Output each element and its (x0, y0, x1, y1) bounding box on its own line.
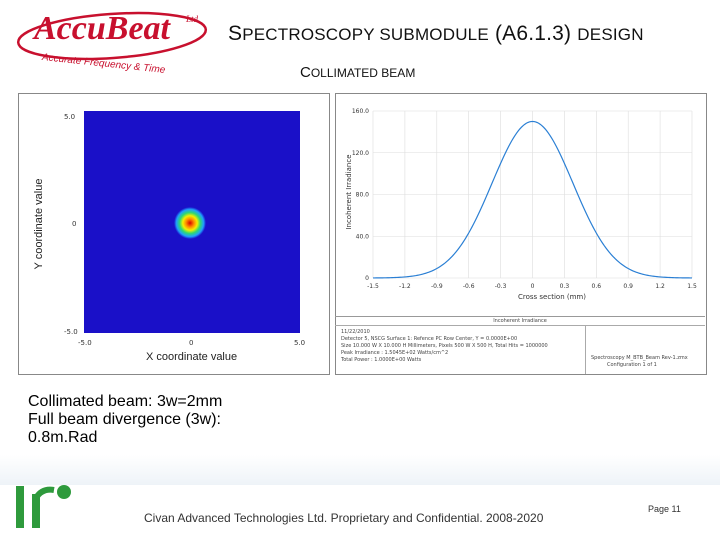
irradiance-chart: -1.5 -1.2 -0.9 -0.6 -0.3 0 0.3 0.6 0.9 1.2 1.5 0 40.… (352, 108, 697, 290)
x-tick-label: 0 (531, 283, 535, 290)
title-main: PECTROSCOPY SUBMODULE (242, 25, 489, 44)
title-code: (A6.1.3) (494, 22, 572, 45)
info-right-2: Configuration 1 of 1 (607, 362, 657, 368)
subtitle-rest: OLLIMATED BEAM (310, 66, 416, 80)
x-tick-label: -1.2 (399, 283, 411, 290)
info-line-3: Size 10.000 W X 10.000 H Millimeters, Pi… (341, 343, 548, 349)
heatmap-ylabel: Y coordinate value (33, 178, 45, 270)
logo-swoosh (16, 11, 208, 61)
caption-line-2: Full beam divergence (3w): (28, 411, 221, 428)
y-tick-label: 160.0 (352, 108, 369, 115)
x-tick-label: -0.6 (463, 283, 475, 290)
irradiance-curve (372, 120, 693, 279)
slide-subtitle: COLLIMATED BEAM (300, 64, 415, 81)
info-line-2: Detector 5, NSCG Surface 1: Refence PC R… (341, 336, 518, 342)
title-suffix: DESIGN (577, 25, 644, 44)
heatmap-xlabel: X coordinate value (146, 351, 238, 363)
subtitle-first: C (300, 64, 311, 81)
chart-grid (372, 110, 693, 279)
logo-word: AccuBeat (34, 10, 170, 47)
beam-spot (174, 207, 206, 239)
chart-panel (335, 93, 707, 375)
y-tick-label: 120.0 (352, 150, 369, 157)
x-tick-right: 5.0 (294, 339, 306, 347)
chart-xlabel: Cross section (mm) (518, 293, 586, 301)
y-tick-top: 5.0 (64, 113, 76, 121)
footer-text: Civan Advanced Technologies Ltd. Proprie… (144, 511, 544, 525)
x-tick-mid: 0 (189, 339, 194, 347)
info-line-1: 11/22/2010 (341, 329, 370, 335)
x-tick-label: -1.5 (367, 283, 379, 290)
x-tick-label: 0.9 (623, 283, 633, 290)
x-tick-label: -0.9 (431, 283, 443, 290)
caption: Collimated beam: 3w=2mm Full beam diverg… (28, 393, 222, 447)
chart-ticks: -1.5 -1.2 -0.9 -0.6 -0.3 0 0.3 0.6 0.9 1.2 1.5 0 40.… (352, 108, 697, 290)
info-line-5: Total Power : 1.0000E+00 Watts (341, 357, 422, 363)
info-divider (585, 326, 586, 374)
x-tick-label: 1.5 (687, 283, 697, 290)
y-tick-mid: 0 (72, 220, 77, 228)
x-tick-label: -0.3 (495, 283, 507, 290)
y-tick-label: 0 (365, 275, 369, 282)
footer-logo-icon (16, 485, 71, 528)
heatmap-plot (84, 111, 300, 333)
footer-band (0, 455, 720, 485)
x-tick-label: 0.6 (592, 283, 602, 290)
info-right-1: Spectroscopy M_BTB_Beam Rev-1.zmx (591, 355, 688, 361)
chart-ylabel: Incoherent Irradiance (345, 154, 353, 230)
info-box: Incoherent Irradiance 11/22/2010 Detecto… (335, 316, 705, 374)
x-tick-left: -5.0 (78, 339, 92, 347)
caption-line-3: 0.8m.Rad (28, 429, 98, 446)
y-tick-bottom: -5.0 (64, 328, 78, 336)
logo-ltd: Ltd. (186, 14, 201, 24)
caption-line-1: Collimated beam: 3w=2mm (28, 393, 223, 410)
title-first: S (228, 22, 243, 45)
slide-title: SPECTROSCOPY SUBMODULE (A6.1.3) DESIGN (228, 22, 644, 46)
y-tick-label: 80.0 (356, 192, 370, 199)
x-tick-label: 0.3 (560, 283, 570, 290)
x-tick-label: 1.2 (655, 283, 665, 290)
info-line-4: Peak Irradiance : 1.5045E+02 Watts/cm^2 (341, 350, 449, 356)
info-header: Incoherent Irradiance (335, 317, 705, 326)
page-number: Page 11 (648, 504, 681, 514)
y-tick-label: 40.0 (356, 233, 370, 240)
